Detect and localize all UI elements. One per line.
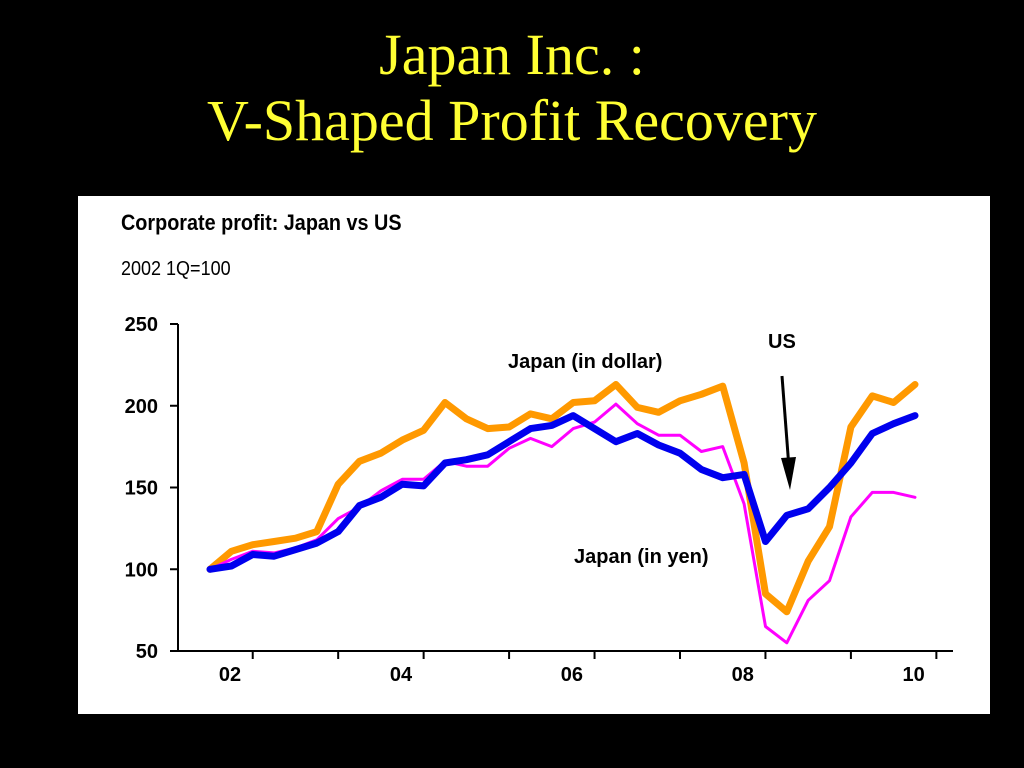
- series-line-us: [206, 412, 919, 573]
- x-tick-label: 06: [561, 664, 583, 686]
- y-tick-label: 100: [125, 559, 158, 581]
- line-chart: 50 100 150 200 250 02 04 06 08 10 Japan (in dollar…: [125, 314, 953, 686]
- annotation-japan-yen: Japan (in yen): [574, 546, 708, 568]
- x-tick-label: 04: [390, 664, 413, 686]
- annotation-arrowhead: [781, 457, 796, 490]
- chart-panel: Corporate profit: Japan vs US 2002 1Q=10…: [78, 196, 990, 714]
- annotation-us: US: [768, 331, 796, 353]
- annotation-japan-dollar: Japan (in dollar): [508, 351, 662, 373]
- y-tick-label: 200: [125, 396, 158, 418]
- y-tick-label: 250: [125, 314, 158, 336]
- x-tick-label: 08: [732, 664, 754, 686]
- slide-title-line2: V-Shaped Profit Recovery: [207, 88, 817, 153]
- series-line-japan-in-yen: [208, 402, 917, 645]
- y-tick-label: 50: [136, 641, 158, 663]
- series-line-japan-in-dollar: [206, 381, 919, 616]
- x-tick-label: 02: [219, 664, 241, 686]
- chart-subtitle: 2002 1Q=100: [121, 258, 231, 280]
- y-tick-label: 150: [125, 478, 158, 500]
- x-tick-label: 10: [903, 664, 925, 686]
- slide-title: Japan Inc. : V-Shaped Profit Recovery: [0, 22, 1024, 154]
- chart-title: Corporate profit: Japan vs US: [121, 210, 402, 235]
- slide-title-line1: Japan Inc. :: [379, 22, 645, 87]
- annotation-arrow: [780, 375, 791, 469]
